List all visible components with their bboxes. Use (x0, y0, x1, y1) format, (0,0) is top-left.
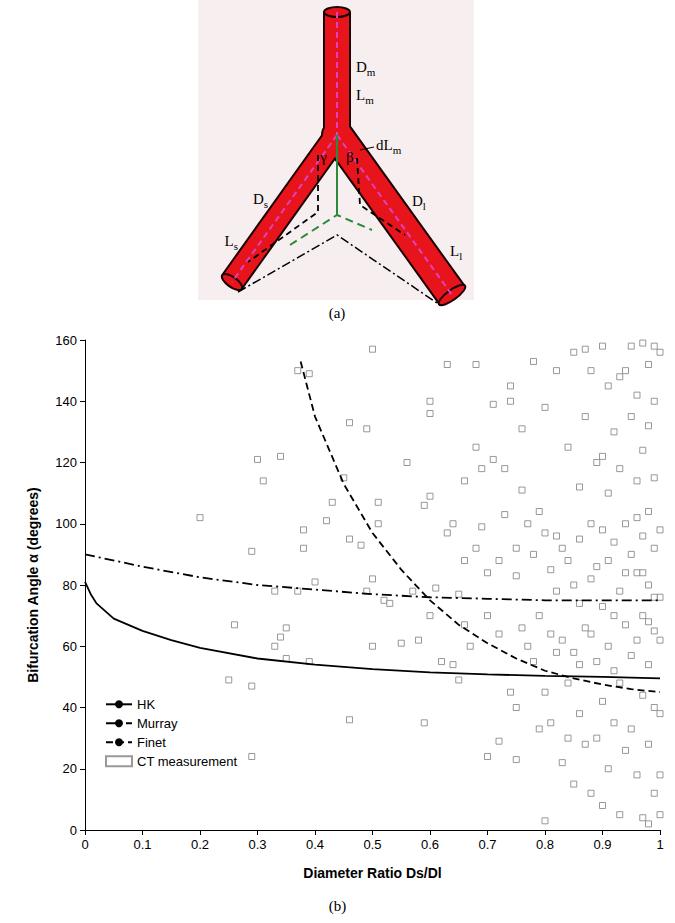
svg-text:Finet: Finet (137, 735, 166, 750)
svg-text:γ: γ (319, 149, 327, 165)
svg-text:0.8: 0.8 (536, 837, 554, 852)
svg-text:140: 140 (55, 394, 77, 409)
svg-text:Ds: Ds (253, 191, 268, 210)
svg-text:20: 20 (63, 761, 77, 776)
svg-text:HK: HK (137, 697, 155, 712)
svg-text:0: 0 (70, 823, 77, 838)
svg-text:0: 0 (81, 837, 88, 852)
svg-text:0.9: 0.9 (593, 837, 611, 852)
svg-text:dLm: dLm (376, 137, 402, 156)
svg-text:0.6: 0.6 (421, 837, 439, 852)
svg-text:Bifurcation Angle α (degrees): Bifurcation Angle α (degrees) (25, 487, 41, 683)
svg-text:CT measurement: CT measurement (137, 754, 238, 769)
svg-text:β: β (346, 149, 354, 165)
svg-text:Diameter Ratio Ds/Dl: Diameter Ratio Ds/Dl (303, 865, 441, 881)
svg-text:0.7: 0.7 (478, 837, 496, 852)
svg-text:1: 1 (656, 837, 663, 852)
svg-text:Ll: Ll (450, 243, 462, 262)
svg-text:Dm: Dm (356, 59, 376, 78)
svg-text:Murray: Murray (137, 716, 178, 731)
svg-text:80: 80 (63, 578, 77, 593)
svg-text:160: 160 (55, 333, 77, 348)
svg-text:120: 120 (55, 455, 77, 470)
svg-text:0.3: 0.3 (248, 837, 266, 852)
svg-text:0.1: 0.1 (133, 837, 151, 852)
svg-text:0.5: 0.5 (363, 837, 381, 852)
svg-text:Ls: Ls (225, 233, 238, 252)
svg-text:40: 40 (63, 700, 77, 715)
svg-text:0.4: 0.4 (306, 837, 324, 852)
html-text:(b): (b) (328, 898, 347, 914)
svg-text:Dl: Dl (412, 193, 426, 212)
svg-text:0.2: 0.2 (191, 837, 209, 852)
svg-text:100: 100 (55, 516, 77, 531)
svg-text:(a): (a) (329, 305, 346, 322)
svg-text:Lm: Lm (356, 87, 374, 106)
svg-text:60: 60 (63, 639, 77, 654)
